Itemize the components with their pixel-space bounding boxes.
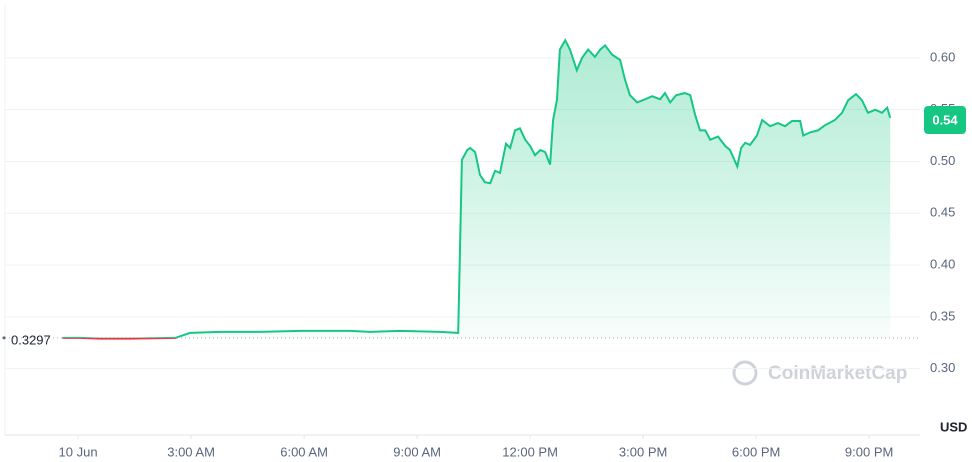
y-tick-label: 0.35 (930, 308, 955, 323)
x-tick-label: 3:00 PM (619, 444, 667, 459)
y-tick-label: 0.45 (930, 205, 955, 220)
x-tick-label: 9:00 PM (845, 444, 893, 459)
x-tick-label: 12:00 PM (502, 444, 558, 459)
y-tick-label: 0.30 (930, 360, 955, 375)
watermark-text: CoinMarketCap (768, 363, 907, 384)
baseline-dot (2, 336, 6, 340)
x-tick-label: 3:00 AM (167, 444, 215, 459)
y-tick-label: 0.60 (930, 49, 955, 64)
x-tick-label: 10 Jun (59, 444, 98, 459)
baseline-label: 0.3297 (11, 332, 51, 347)
area (62, 40, 891, 338)
y-unit: USD (940, 419, 967, 434)
y-tick-label: 0.40 (930, 257, 955, 272)
watermark: CoinMarketCap (732, 360, 907, 386)
x-tick-label: 6:00 PM (732, 444, 780, 459)
current-price-label: 0.54 (932, 112, 958, 127)
current-price-box (924, 106, 966, 135)
price-line (62, 38, 892, 338)
x-tick-label: 9:00 AM (393, 444, 441, 459)
x-tick-label: 6:00 AM (280, 444, 328, 459)
y-tick-label: 0.50 (930, 153, 955, 168)
